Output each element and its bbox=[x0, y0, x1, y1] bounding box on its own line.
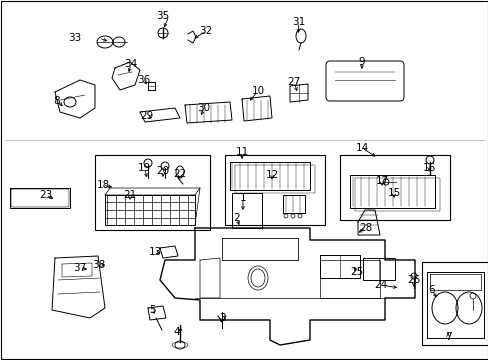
Text: 3: 3 bbox=[218, 313, 225, 323]
Text: 19: 19 bbox=[137, 163, 150, 173]
Text: 12: 12 bbox=[265, 170, 278, 180]
Text: 15: 15 bbox=[386, 188, 400, 198]
Text: 18: 18 bbox=[96, 180, 109, 190]
Text: 9: 9 bbox=[358, 57, 365, 67]
Text: 5: 5 bbox=[148, 305, 155, 315]
Text: 16: 16 bbox=[422, 163, 435, 173]
Text: 8: 8 bbox=[54, 96, 60, 106]
Text: 32: 32 bbox=[199, 26, 212, 36]
Text: 11: 11 bbox=[235, 147, 248, 157]
Text: 31: 31 bbox=[292, 17, 305, 27]
Text: 36: 36 bbox=[137, 75, 150, 85]
Text: 30: 30 bbox=[197, 103, 210, 113]
Text: 6: 6 bbox=[428, 285, 434, 295]
Text: 2: 2 bbox=[233, 213, 240, 223]
Text: 21: 21 bbox=[123, 190, 136, 200]
Text: 4: 4 bbox=[173, 327, 180, 337]
Text: 1: 1 bbox=[239, 193, 246, 203]
Bar bbox=[339, 155, 449, 220]
Text: 28: 28 bbox=[359, 223, 372, 233]
Text: 25: 25 bbox=[350, 267, 363, 277]
Text: 34: 34 bbox=[124, 59, 137, 69]
Text: 17: 17 bbox=[375, 176, 388, 186]
Text: 26: 26 bbox=[407, 275, 420, 285]
Text: 27: 27 bbox=[287, 77, 300, 87]
Text: 10: 10 bbox=[251, 86, 264, 96]
Text: 35: 35 bbox=[156, 11, 169, 21]
Text: 33: 33 bbox=[68, 33, 81, 43]
Text: 20: 20 bbox=[156, 166, 169, 176]
Text: 29: 29 bbox=[140, 111, 153, 121]
Text: 13: 13 bbox=[148, 247, 162, 257]
Bar bbox=[421, 262, 488, 345]
Text: 23: 23 bbox=[40, 190, 53, 200]
Text: 7: 7 bbox=[444, 332, 450, 342]
Text: 22: 22 bbox=[173, 169, 186, 179]
Bar bbox=[224, 155, 325, 225]
Text: 38: 38 bbox=[92, 260, 105, 270]
Text: 37: 37 bbox=[73, 263, 86, 273]
Text: 24: 24 bbox=[374, 280, 387, 290]
Bar bbox=[95, 155, 209, 230]
Text: 14: 14 bbox=[355, 143, 368, 153]
